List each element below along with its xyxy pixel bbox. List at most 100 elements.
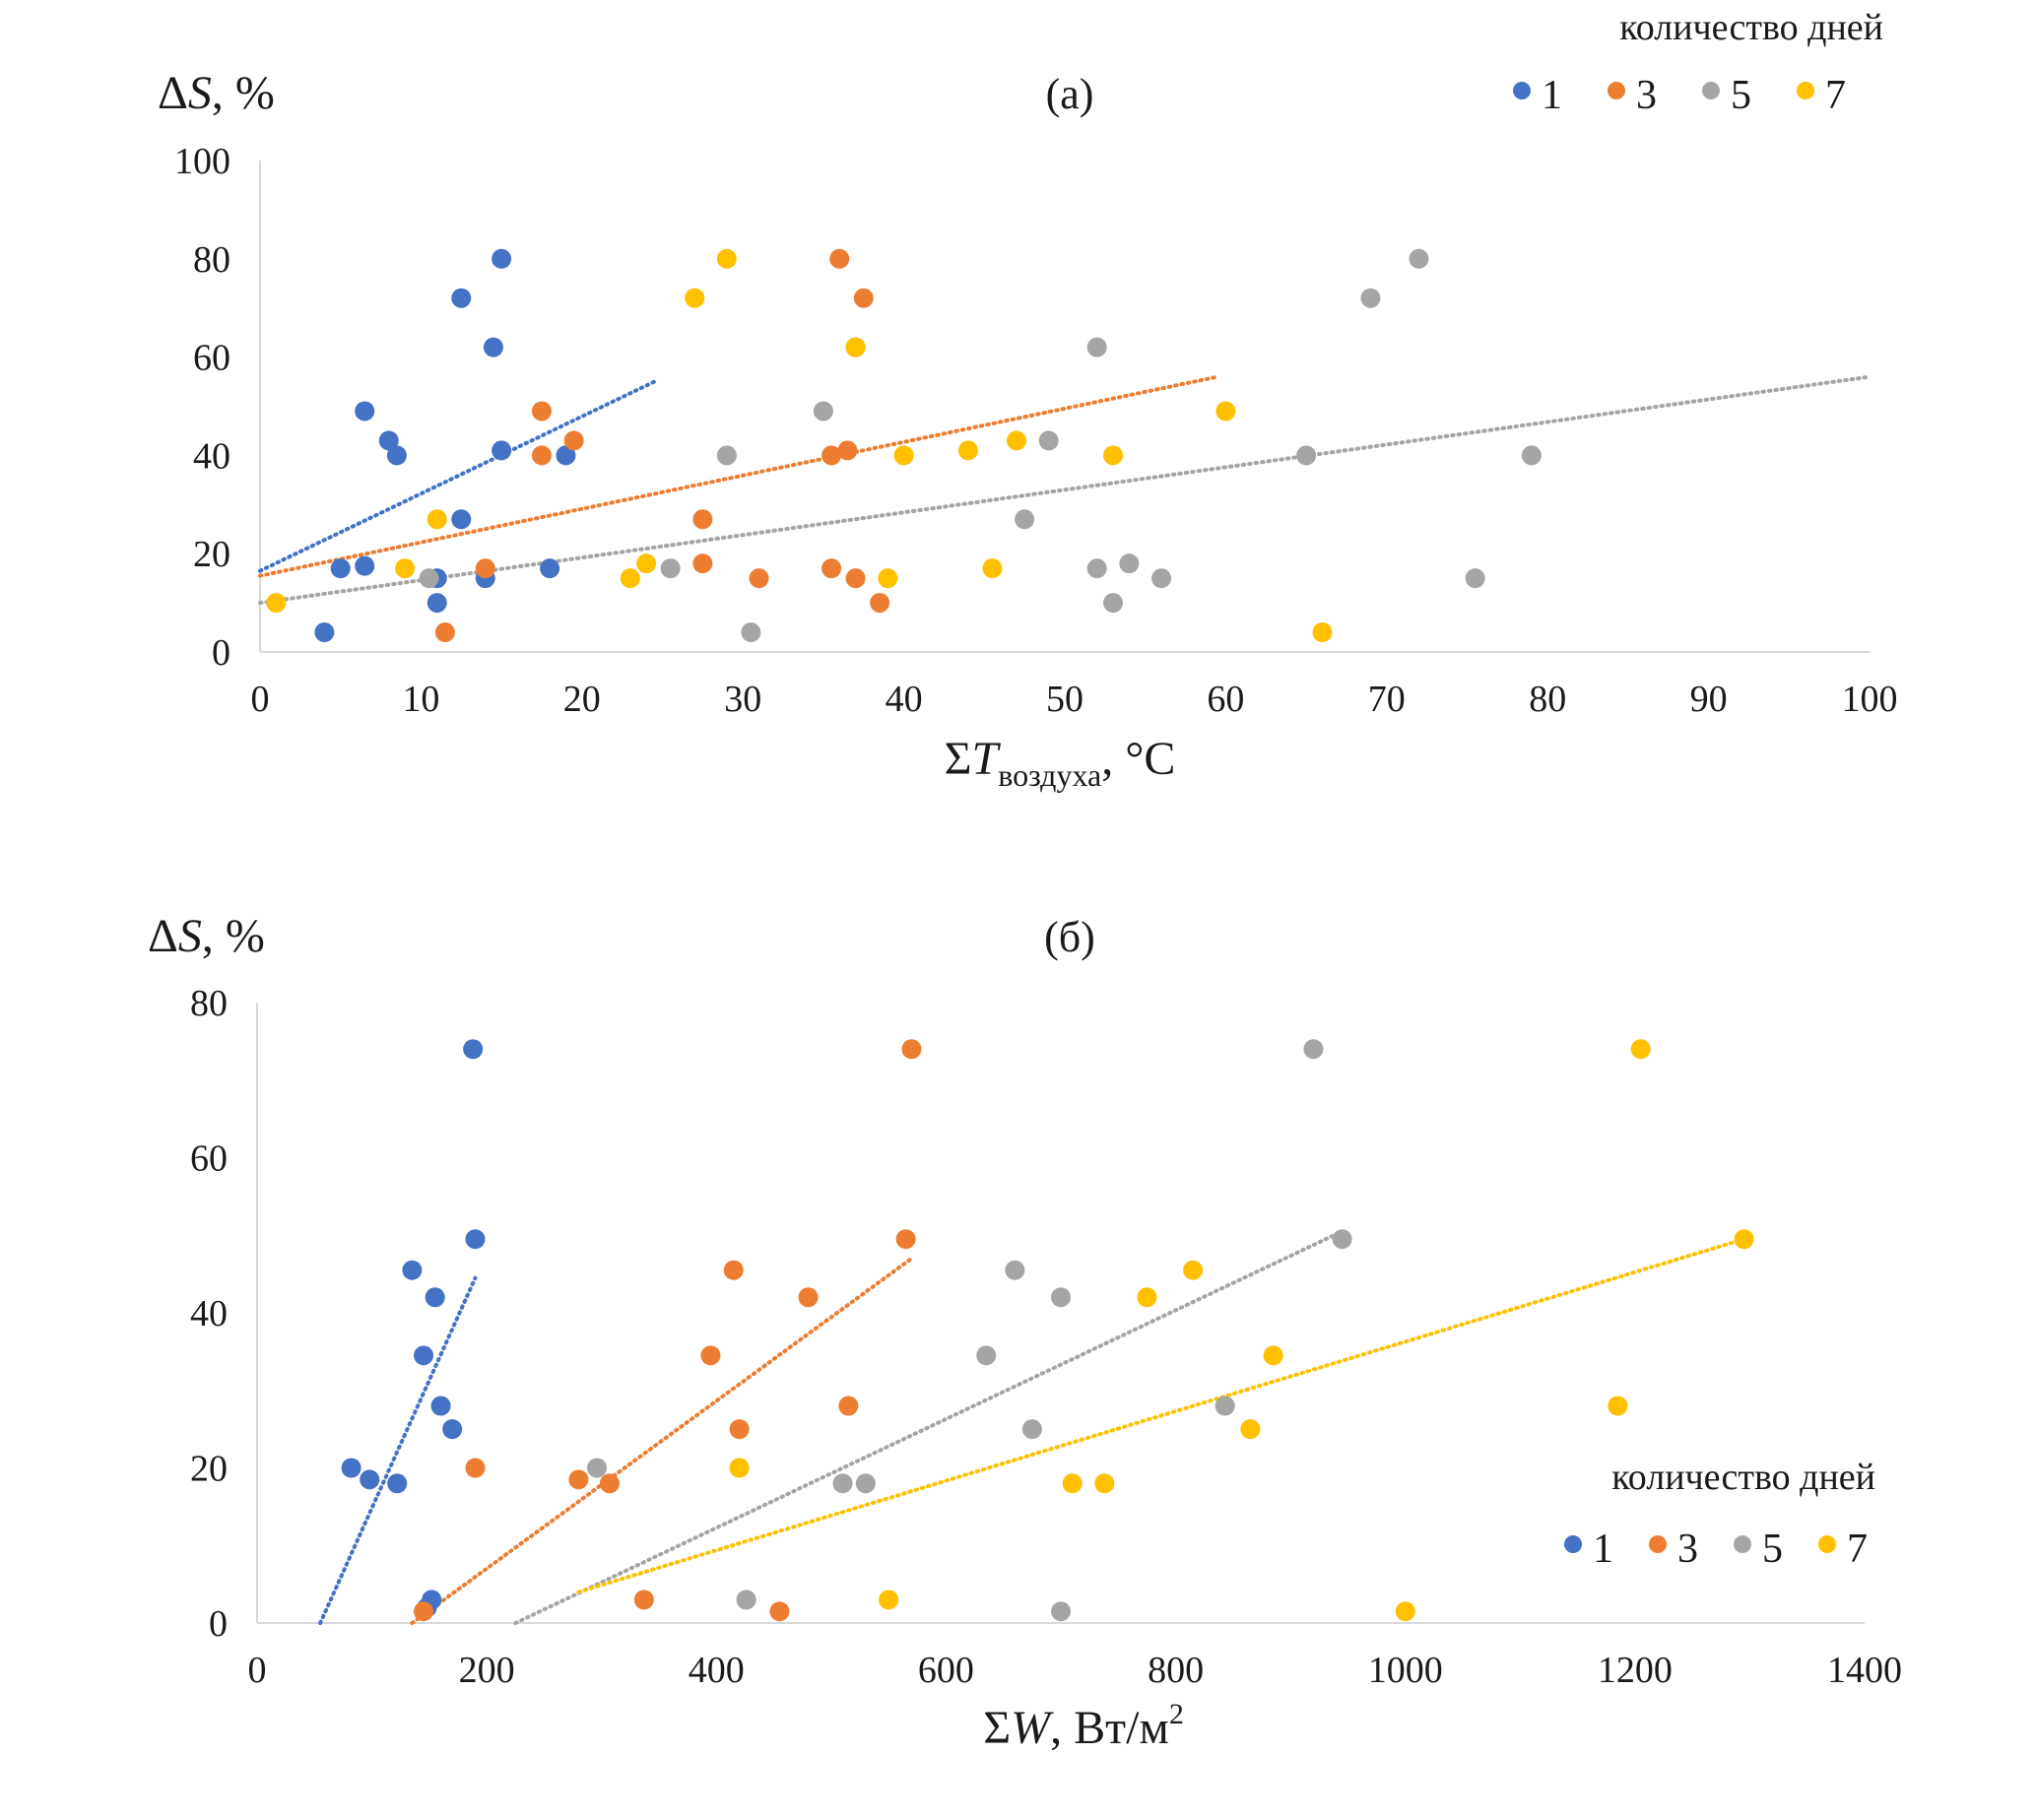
x-tick-label: 600 xyxy=(918,1650,974,1691)
point-series-3 xyxy=(692,553,713,574)
x-tick-label: 200 xyxy=(459,1650,515,1691)
point-series-7 xyxy=(620,568,640,589)
y-tick-label: 0 xyxy=(209,1603,228,1645)
point-series-1 xyxy=(540,558,560,579)
point-series-7 xyxy=(1094,1473,1115,1494)
x-tick-label: 0 xyxy=(248,1650,267,1691)
legend-label-1: 1 xyxy=(1542,73,1562,118)
x-tick-label: 0 xyxy=(251,679,270,720)
point-series-3 xyxy=(700,1345,721,1366)
legend-label-5: 5 xyxy=(1762,1527,1783,1572)
point-series-5 xyxy=(1296,445,1317,466)
y-tick-label: 0 xyxy=(212,632,230,674)
y-axis-label: ΔS, % xyxy=(158,67,275,119)
point-series-7 xyxy=(1062,1473,1083,1494)
point-series-7 xyxy=(982,558,1003,579)
legend-marker-7 xyxy=(1818,1535,1836,1553)
point-series-1 xyxy=(387,1473,408,1494)
point-series-5 xyxy=(1086,337,1107,358)
point-series-1 xyxy=(314,622,335,643)
point-series-5 xyxy=(660,558,681,579)
point-series-5 xyxy=(1521,445,1542,466)
x-tick-label: 20 xyxy=(563,679,601,720)
point-series-5 xyxy=(976,1345,997,1366)
point-series-1 xyxy=(442,1419,463,1440)
point-series-7 xyxy=(395,558,416,579)
point-series-3 xyxy=(723,1260,744,1280)
point-series-1 xyxy=(341,1458,361,1478)
point-series-5 xyxy=(1021,1419,1042,1440)
point-series-5 xyxy=(1360,288,1381,308)
trendline-series-5 xyxy=(258,374,1872,606)
point-series-3 xyxy=(769,1601,790,1622)
point-series-3 xyxy=(798,1287,819,1308)
x-axis-label: ΣTвоздуха, °C xyxy=(945,733,1176,793)
point-series-3 xyxy=(692,509,713,530)
point-series-1 xyxy=(355,555,375,576)
point-series-5 xyxy=(1051,1287,1071,1308)
point-series-1 xyxy=(402,1260,423,1280)
y-tick-label: 20 xyxy=(190,1449,228,1490)
point-series-3 xyxy=(633,1590,654,1610)
point-series-7 xyxy=(427,509,447,530)
x-tick-label: 1200 xyxy=(1598,1650,1673,1691)
x-tick-label: 50 xyxy=(1046,679,1084,720)
x-tick-label: 60 xyxy=(1207,679,1244,720)
x-tick-label: 90 xyxy=(1690,679,1728,720)
point-series-3 xyxy=(465,1458,486,1478)
y-tick-label: 100 xyxy=(174,141,230,182)
point-series-1 xyxy=(378,430,399,451)
point-series-5 xyxy=(855,1473,876,1494)
point-series-1 xyxy=(430,1396,451,1416)
y-tick-label: 60 xyxy=(190,1138,228,1180)
x-tick-label: 1000 xyxy=(1368,1650,1443,1691)
legend-label-7: 7 xyxy=(1847,1527,1868,1572)
point-series-5 xyxy=(1015,509,1035,530)
x-tick-label: 40 xyxy=(886,679,923,720)
point-series-3 xyxy=(414,1601,434,1622)
point-series-3 xyxy=(434,622,455,643)
point-series-7 xyxy=(878,568,898,589)
legend-marker-3 xyxy=(1608,82,1625,99)
y-tick-label: 20 xyxy=(193,534,230,575)
point-series-3 xyxy=(475,558,495,579)
point-series-7 xyxy=(1183,1260,1204,1280)
legend-title: количество дней xyxy=(1611,1457,1875,1498)
point-series-7 xyxy=(1312,622,1333,643)
point-series-7 xyxy=(1608,1396,1628,1416)
legend-label-5: 5 xyxy=(1731,73,1751,118)
point-series-7 xyxy=(729,1458,750,1478)
point-series-5 xyxy=(1086,558,1107,579)
chart-title: (б) xyxy=(1044,913,1095,961)
point-series-3 xyxy=(729,1419,750,1440)
point-series-7 xyxy=(685,288,705,308)
point-series-5 xyxy=(813,401,833,422)
point-series-7 xyxy=(1137,1287,1157,1308)
x-tick-label: 30 xyxy=(724,679,761,720)
point-series-5 xyxy=(1465,568,1485,589)
point-series-5 xyxy=(741,622,761,643)
point-series-7 xyxy=(1263,1345,1283,1366)
point-series-1 xyxy=(355,401,375,422)
point-series-5 xyxy=(716,445,737,466)
point-series-7 xyxy=(957,440,978,461)
point-series-1 xyxy=(451,509,472,530)
point-series-3 xyxy=(845,568,866,589)
trendline-series-1 xyxy=(258,379,657,573)
point-series-5 xyxy=(1103,593,1124,614)
point-series-1 xyxy=(451,288,472,308)
legend-title: количество дней xyxy=(1619,7,1883,48)
point-series-3 xyxy=(838,1396,859,1416)
chart-panel-1: 0 20 40 60 80 100 0 10 20 30 40 50 60 70 80 90 100 (а) ΔS,… xyxy=(158,7,1898,793)
point-series-3 xyxy=(599,1473,620,1494)
point-series-1 xyxy=(465,1229,486,1250)
point-series-5 xyxy=(1332,1229,1352,1250)
x-tick-label: 400 xyxy=(689,1650,745,1691)
y-tick-label: 40 xyxy=(193,435,230,477)
point-series-1 xyxy=(414,1345,434,1366)
point-series-5 xyxy=(736,1590,756,1610)
point-series-7 xyxy=(1395,1601,1415,1622)
legend-marker-5 xyxy=(1734,1535,1751,1553)
